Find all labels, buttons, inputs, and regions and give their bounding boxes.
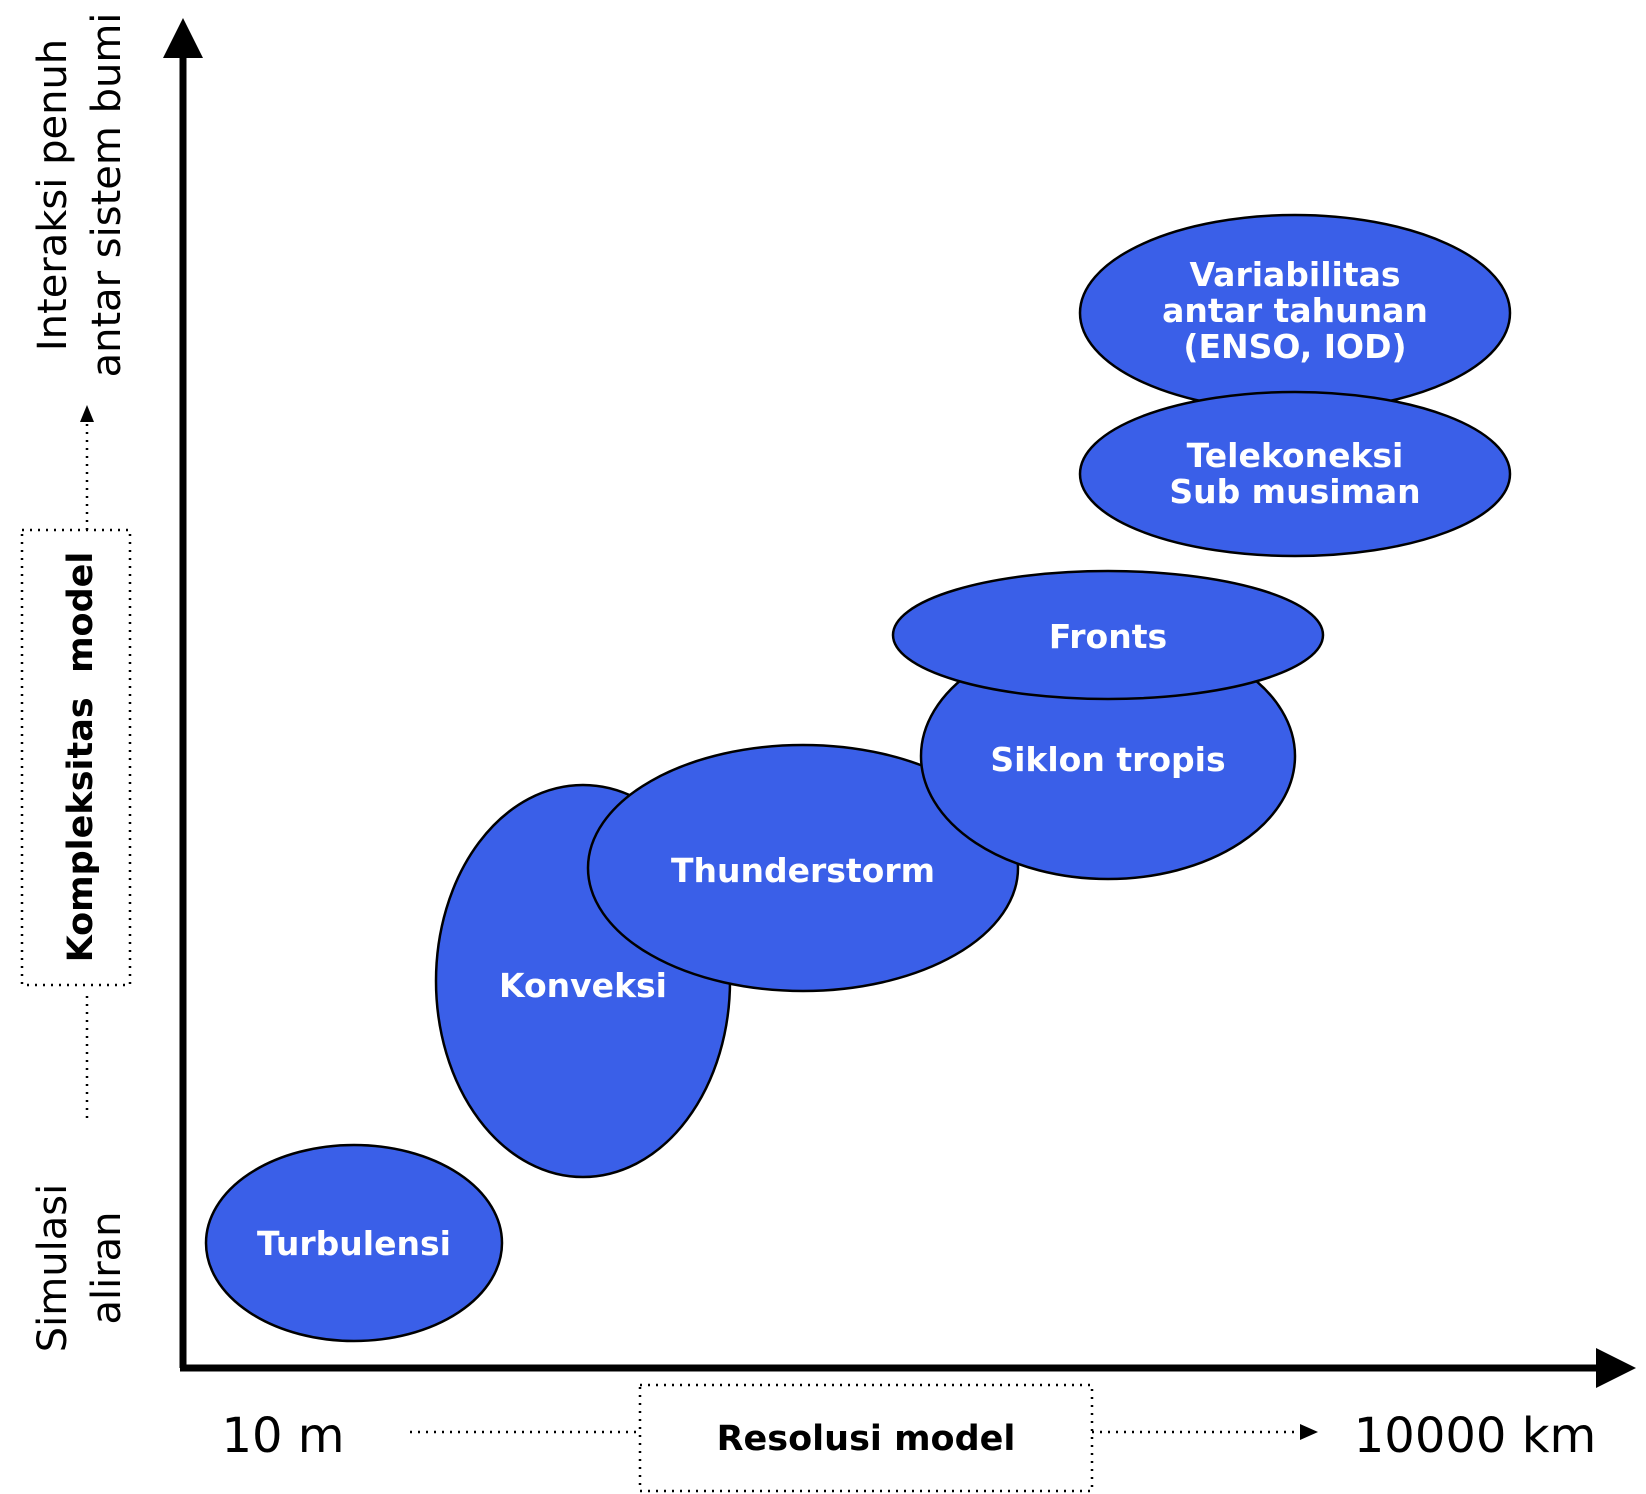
x-axis-box-label: Resolusi model (717, 1419, 1016, 1459)
x-axis-end-label: 10000 km (1354, 1408, 1597, 1464)
phenomena-bubbles: Turbulensi Konveksi Thunderstorm Siklon … (204, 213, 1512, 1343)
bubble-thunderstorm (586, 743, 1020, 993)
bubble-telekoneksi (1078, 390, 1512, 558)
x-axis-arrowhead (1596, 1348, 1636, 1388)
y-guide-arrowhead (80, 405, 94, 422)
bubble-label-telekoneksi-line1: Telekoneksi (1187, 436, 1404, 475)
x-axis-label-box (638, 1383, 1094, 1493)
x-guide-arrowhead (1300, 1424, 1318, 1440)
y-axis-arrowhead (163, 18, 203, 58)
bubble-label-telekoneksi-line2: Sub musiman (1169, 472, 1420, 511)
bubble-label-variabilitas-line3: (ENSO, IOD) (1183, 327, 1406, 366)
y-axis-bottom-label-line1: Simulasi (30, 1184, 76, 1352)
bubble-label-thunderstorm: Thunderstorm (671, 851, 935, 890)
bubble-label-turbulensi: Turbulensi (257, 1224, 451, 1263)
y-axis-bottom-label-line2: aliran (84, 1211, 130, 1324)
bubble-fronts (891, 569, 1325, 701)
bubble-turbulensi (204, 1143, 504, 1343)
y-axis-top-label-line1: Interaksi penuh (30, 39, 76, 351)
bubble-label-variabilitas-line1: Variabilitas (1189, 255, 1400, 294)
y-axis-label-box (20, 528, 132, 987)
bubble-label-fronts: Fronts (1049, 617, 1167, 656)
bubble-label-variabilitas-line2: antar tahunan (1162, 291, 1428, 330)
bubble-label-konveksi: Konveksi (499, 966, 667, 1005)
x-axis-start-label: 10 m (221, 1408, 344, 1464)
y-axis-top-label-line2: antar sistem bumi (84, 13, 130, 378)
bubble-label-siklon: Siklon tropis (990, 740, 1225, 779)
y-axis-box-label: Kompleksitas model (61, 552, 101, 963)
